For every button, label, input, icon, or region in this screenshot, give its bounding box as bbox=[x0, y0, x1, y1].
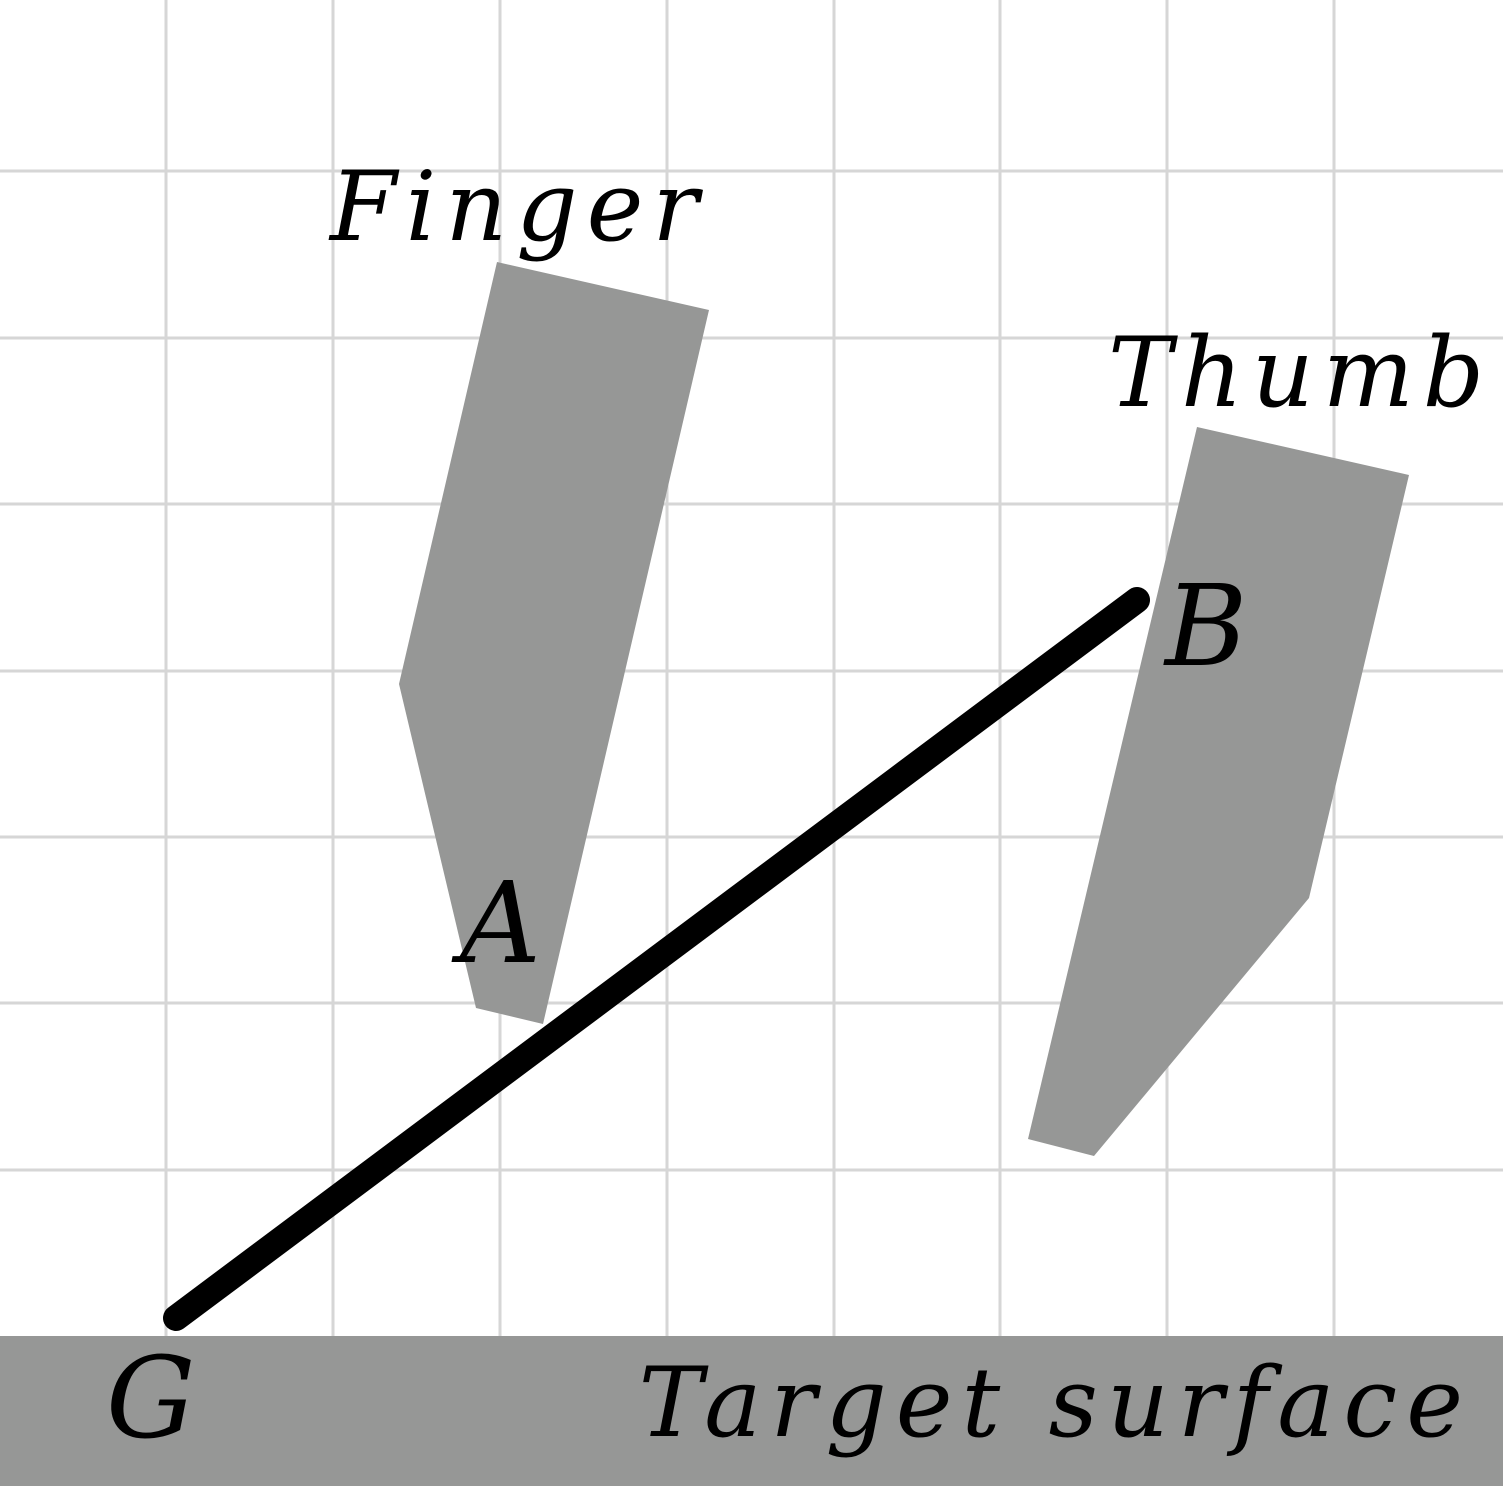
gripper-rod bbox=[163, 587, 1150, 1331]
finger-shape bbox=[399, 262, 709, 1024]
target-surface bbox=[0, 1336, 1503, 1486]
point-a-label: A bbox=[451, 859, 541, 989]
point-b-label: B bbox=[1163, 562, 1247, 692]
target-surface-label: Target surface bbox=[639, 1347, 1472, 1459]
thumb-shape bbox=[1028, 427, 1409, 1156]
finger-label: Finger bbox=[328, 151, 707, 263]
point-g-label: G bbox=[106, 1334, 195, 1464]
thumb-label: Thumb bbox=[1108, 317, 1493, 429]
